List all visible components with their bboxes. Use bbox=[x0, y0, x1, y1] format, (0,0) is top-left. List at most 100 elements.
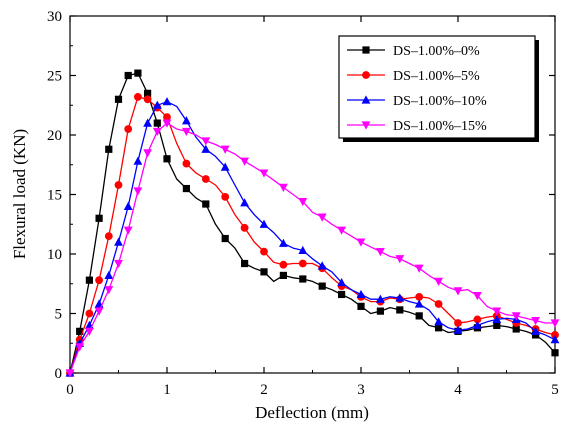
data-point bbox=[76, 327, 84, 335]
data-point bbox=[220, 145, 230, 154]
data-point bbox=[493, 321, 501, 329]
data-point bbox=[162, 97, 172, 106]
legend-marker bbox=[361, 121, 371, 130]
data-point bbox=[259, 219, 269, 228]
data-point bbox=[201, 137, 211, 146]
data-point bbox=[395, 255, 405, 264]
y-tick-label: 10 bbox=[47, 247, 62, 263]
data-point bbox=[143, 118, 152, 127]
data-point bbox=[551, 331, 559, 339]
data-point bbox=[415, 292, 424, 301]
data-point bbox=[202, 200, 210, 208]
legend-label: DS–1.00%–5% bbox=[393, 69, 480, 84]
data-point bbox=[550, 319, 560, 328]
data-point bbox=[124, 125, 133, 133]
legend-box bbox=[338, 35, 536, 139]
data-point bbox=[182, 184, 190, 193]
data-point bbox=[152, 100, 162, 109]
legend-marker bbox=[361, 95, 371, 104]
data-point bbox=[75, 343, 85, 352]
data-point bbox=[221, 234, 229, 243]
data-point bbox=[357, 302, 365, 310]
data-point bbox=[182, 127, 191, 137]
y-tick-label: 15 bbox=[47, 188, 62, 204]
x-tick-label: 1 bbox=[163, 382, 171, 398]
data-point bbox=[317, 261, 327, 270]
data-point bbox=[454, 319, 462, 327]
data-point bbox=[356, 289, 366, 299]
data-point bbox=[85, 309, 94, 318]
data-point bbox=[531, 317, 540, 326]
data-point bbox=[550, 335, 560, 344]
y-axis-title: Flexural load (KN) bbox=[10, 129, 29, 259]
data-point bbox=[453, 287, 463, 296]
data-point bbox=[133, 187, 143, 196]
data-point bbox=[338, 290, 346, 299]
data-point bbox=[201, 144, 211, 153]
data-point bbox=[143, 95, 152, 104]
data-point bbox=[114, 181, 123, 189]
data-point bbox=[279, 271, 287, 280]
data-point bbox=[182, 159, 191, 168]
data-point bbox=[133, 156, 143, 165]
data-point bbox=[279, 183, 288, 192]
data-point bbox=[163, 113, 171, 122]
data-point bbox=[162, 119, 172, 128]
data-point bbox=[65, 369, 75, 378]
data-point bbox=[260, 268, 268, 276]
data-point bbox=[143, 149, 152, 158]
data-point bbox=[453, 325, 463, 334]
data-point bbox=[279, 260, 288, 269]
data-point bbox=[104, 286, 114, 295]
data-point bbox=[298, 245, 308, 255]
x-axis-title: Deflection (mm) bbox=[255, 403, 369, 422]
legend-entry: DS–1.00%–15% bbox=[347, 119, 487, 134]
axis-ticks: 0 1 2 3 4 5 0 5 10 15 20 25 30 bbox=[47, 9, 559, 398]
x-tick-label: 0 bbox=[66, 382, 74, 398]
legend-entries: DS–1.00%–0% DS–1.00%–5% DS–1.00%–10% DS–1.0… bbox=[347, 44, 487, 134]
series-4 bbox=[65, 119, 560, 378]
data-point bbox=[337, 226, 346, 235]
data-point bbox=[144, 89, 152, 97]
data-point bbox=[396, 306, 404, 314]
data-point bbox=[104, 232, 113, 241]
data-point bbox=[279, 238, 288, 247]
x-tick-label: 5 bbox=[551, 382, 559, 398]
legend-marker bbox=[362, 46, 370, 54]
data-point bbox=[123, 201, 133, 210]
data-point bbox=[298, 198, 308, 207]
y-tick-label: 20 bbox=[47, 128, 62, 144]
data-point bbox=[434, 300, 443, 308]
data-point bbox=[134, 93, 142, 101]
legend-box-shadow-bottom bbox=[343, 138, 539, 142]
data-point bbox=[435, 324, 443, 332]
data-point bbox=[395, 293, 405, 302]
y-tick-label: 30 bbox=[47, 9, 62, 25]
data-point bbox=[376, 294, 385, 303]
data-point bbox=[104, 270, 114, 280]
data-point bbox=[473, 315, 482, 324]
data-point bbox=[114, 237, 123, 246]
data-point bbox=[434, 317, 443, 326]
x-tick-label: 2 bbox=[260, 382, 268, 398]
data-point bbox=[415, 312, 423, 320]
data-point bbox=[337, 277, 346, 287]
y-tick-label: 25 bbox=[47, 69, 62, 85]
data-point bbox=[241, 259, 249, 268]
data-point bbox=[492, 314, 502, 324]
data-point bbox=[318, 282, 326, 290]
x-tick-label: 4 bbox=[454, 382, 462, 398]
data-point bbox=[259, 169, 269, 178]
y-tick-label: 5 bbox=[55, 307, 63, 323]
data-point bbox=[134, 69, 142, 77]
data-point bbox=[298, 259, 307, 268]
data-point bbox=[85, 327, 94, 336]
series-layer bbox=[65, 69, 560, 378]
data-point bbox=[95, 214, 103, 222]
data-point bbox=[182, 116, 191, 125]
data-point bbox=[114, 259, 123, 269]
data-point bbox=[512, 325, 520, 333]
legend-label: DS–1.00%–10% bbox=[393, 94, 487, 109]
data-point bbox=[551, 349, 559, 357]
data-point bbox=[414, 299, 424, 308]
